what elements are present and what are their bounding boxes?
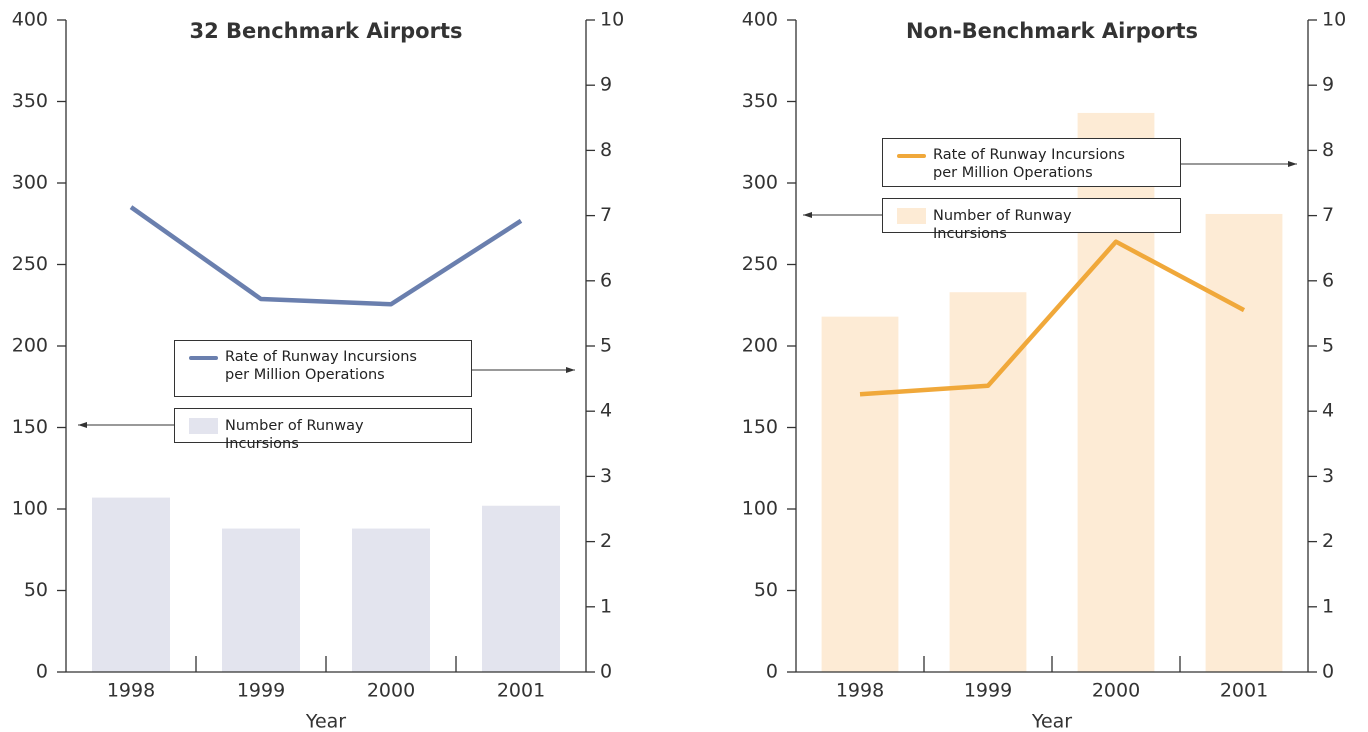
y2-tick-label: 3 [1322, 465, 1334, 487]
y2-tick-label: 8 [600, 139, 612, 161]
y2-tick-label: 8 [1322, 139, 1334, 161]
chart-title: Non-Benchmark Airports [906, 19, 1198, 43]
legend: Number of Runway Incursions [882, 198, 1181, 242]
bar [949, 292, 1027, 672]
y2-tick-label: 10 [1322, 9, 1346, 31]
y-tick-label: 50 [24, 579, 48, 601]
x-tick-label: 2000 [367, 680, 415, 702]
arrow-head [1288, 161, 1297, 167]
y2-tick-label: 10 [600, 9, 624, 31]
y-tick-label: 150 [12, 416, 48, 438]
y2-tick-label: 1 [600, 595, 612, 617]
bar [1205, 213, 1283, 672]
legend-swatch [189, 356, 218, 360]
y2-tick-label: 6 [1322, 269, 1334, 291]
y2-tick-label: 2 [1322, 530, 1334, 552]
legend: Rate of Runway Incursions per Million Op… [174, 340, 472, 397]
y-tick-label: 400 [742, 9, 778, 31]
x-tick-label: 1998 [107, 680, 155, 702]
y-tick-label: 50 [754, 579, 778, 601]
bar [222, 528, 300, 672]
y-tick-label: 100 [12, 498, 48, 520]
y2-tick-label: 5 [600, 335, 612, 357]
x-tick-label: 1999 [237, 680, 285, 702]
legend: Rate of Runway Incursions per Million Op… [882, 138, 1181, 187]
y-tick-label: 250 [742, 253, 778, 275]
y-tick-label: 200 [12, 335, 48, 357]
y-tick-label: 150 [742, 416, 778, 438]
x-tick-label: 1999 [964, 680, 1012, 702]
y-tick-label: 350 [12, 90, 48, 112]
y-tick-label: 300 [12, 172, 48, 194]
y-tick-label: 300 [742, 172, 778, 194]
y2-tick-label: 0 [600, 661, 612, 683]
y-tick-label: 350 [742, 90, 778, 112]
x-tick-label: 2000 [1092, 680, 1140, 702]
legend-swatch [897, 207, 926, 224]
legend-label: Rate of Runway Incursions per Million Op… [225, 349, 417, 383]
y-tick-label: 200 [742, 335, 778, 357]
y2-tick-label: 1 [1322, 595, 1334, 617]
bar [482, 505, 560, 672]
y2-tick-label: 9 [600, 74, 612, 96]
line [129, 205, 523, 307]
y-tick-label: 250 [12, 253, 48, 275]
y2-tick-label: 7 [600, 204, 612, 226]
y2-tick-label: 9 [1322, 74, 1334, 96]
bar [92, 497, 170, 672]
y-tick-label: 100 [742, 498, 778, 520]
legend-label: Number of Runway Incursions [933, 207, 1072, 242]
legend-label: Rate of Runway Incursions per Million Op… [933, 147, 1125, 181]
y-tick-label: 400 [12, 9, 48, 31]
y-tick-label: 0 [36, 661, 48, 683]
line [859, 239, 1246, 397]
x-axis-label: Year [1031, 711, 1072, 732]
legend: Number of Runway Incursions [174, 408, 472, 452]
x-tick-label: 2001 [497, 680, 545, 702]
legend-label: Number of Runway Incursions [225, 417, 364, 452]
y2-tick-label: 3 [600, 465, 612, 487]
y2-tick-label: 6 [600, 269, 612, 291]
y2-tick-label: 5 [1322, 335, 1334, 357]
legend-swatch [897, 154, 926, 158]
x-tick-label: 1998 [836, 680, 884, 702]
y2-tick-label: 7 [1322, 204, 1334, 226]
arrow-head [78, 422, 87, 428]
bar [1077, 112, 1155, 672]
y2-tick-label: 2 [600, 530, 612, 552]
x-axis-label: Year [305, 711, 346, 732]
y-tick-label: 0 [766, 661, 778, 683]
arrow-head [566, 367, 575, 373]
y2-tick-label: 4 [600, 400, 612, 422]
y2-tick-label: 0 [1322, 661, 1334, 683]
chart-title: 32 Benchmark Airports [190, 19, 463, 43]
arrow-head [803, 212, 812, 218]
bar [352, 528, 430, 672]
bar [821, 316, 899, 672]
y2-tick-label: 4 [1322, 400, 1334, 422]
legend-swatch [189, 417, 218, 434]
x-tick-label: 2001 [1220, 680, 1268, 702]
